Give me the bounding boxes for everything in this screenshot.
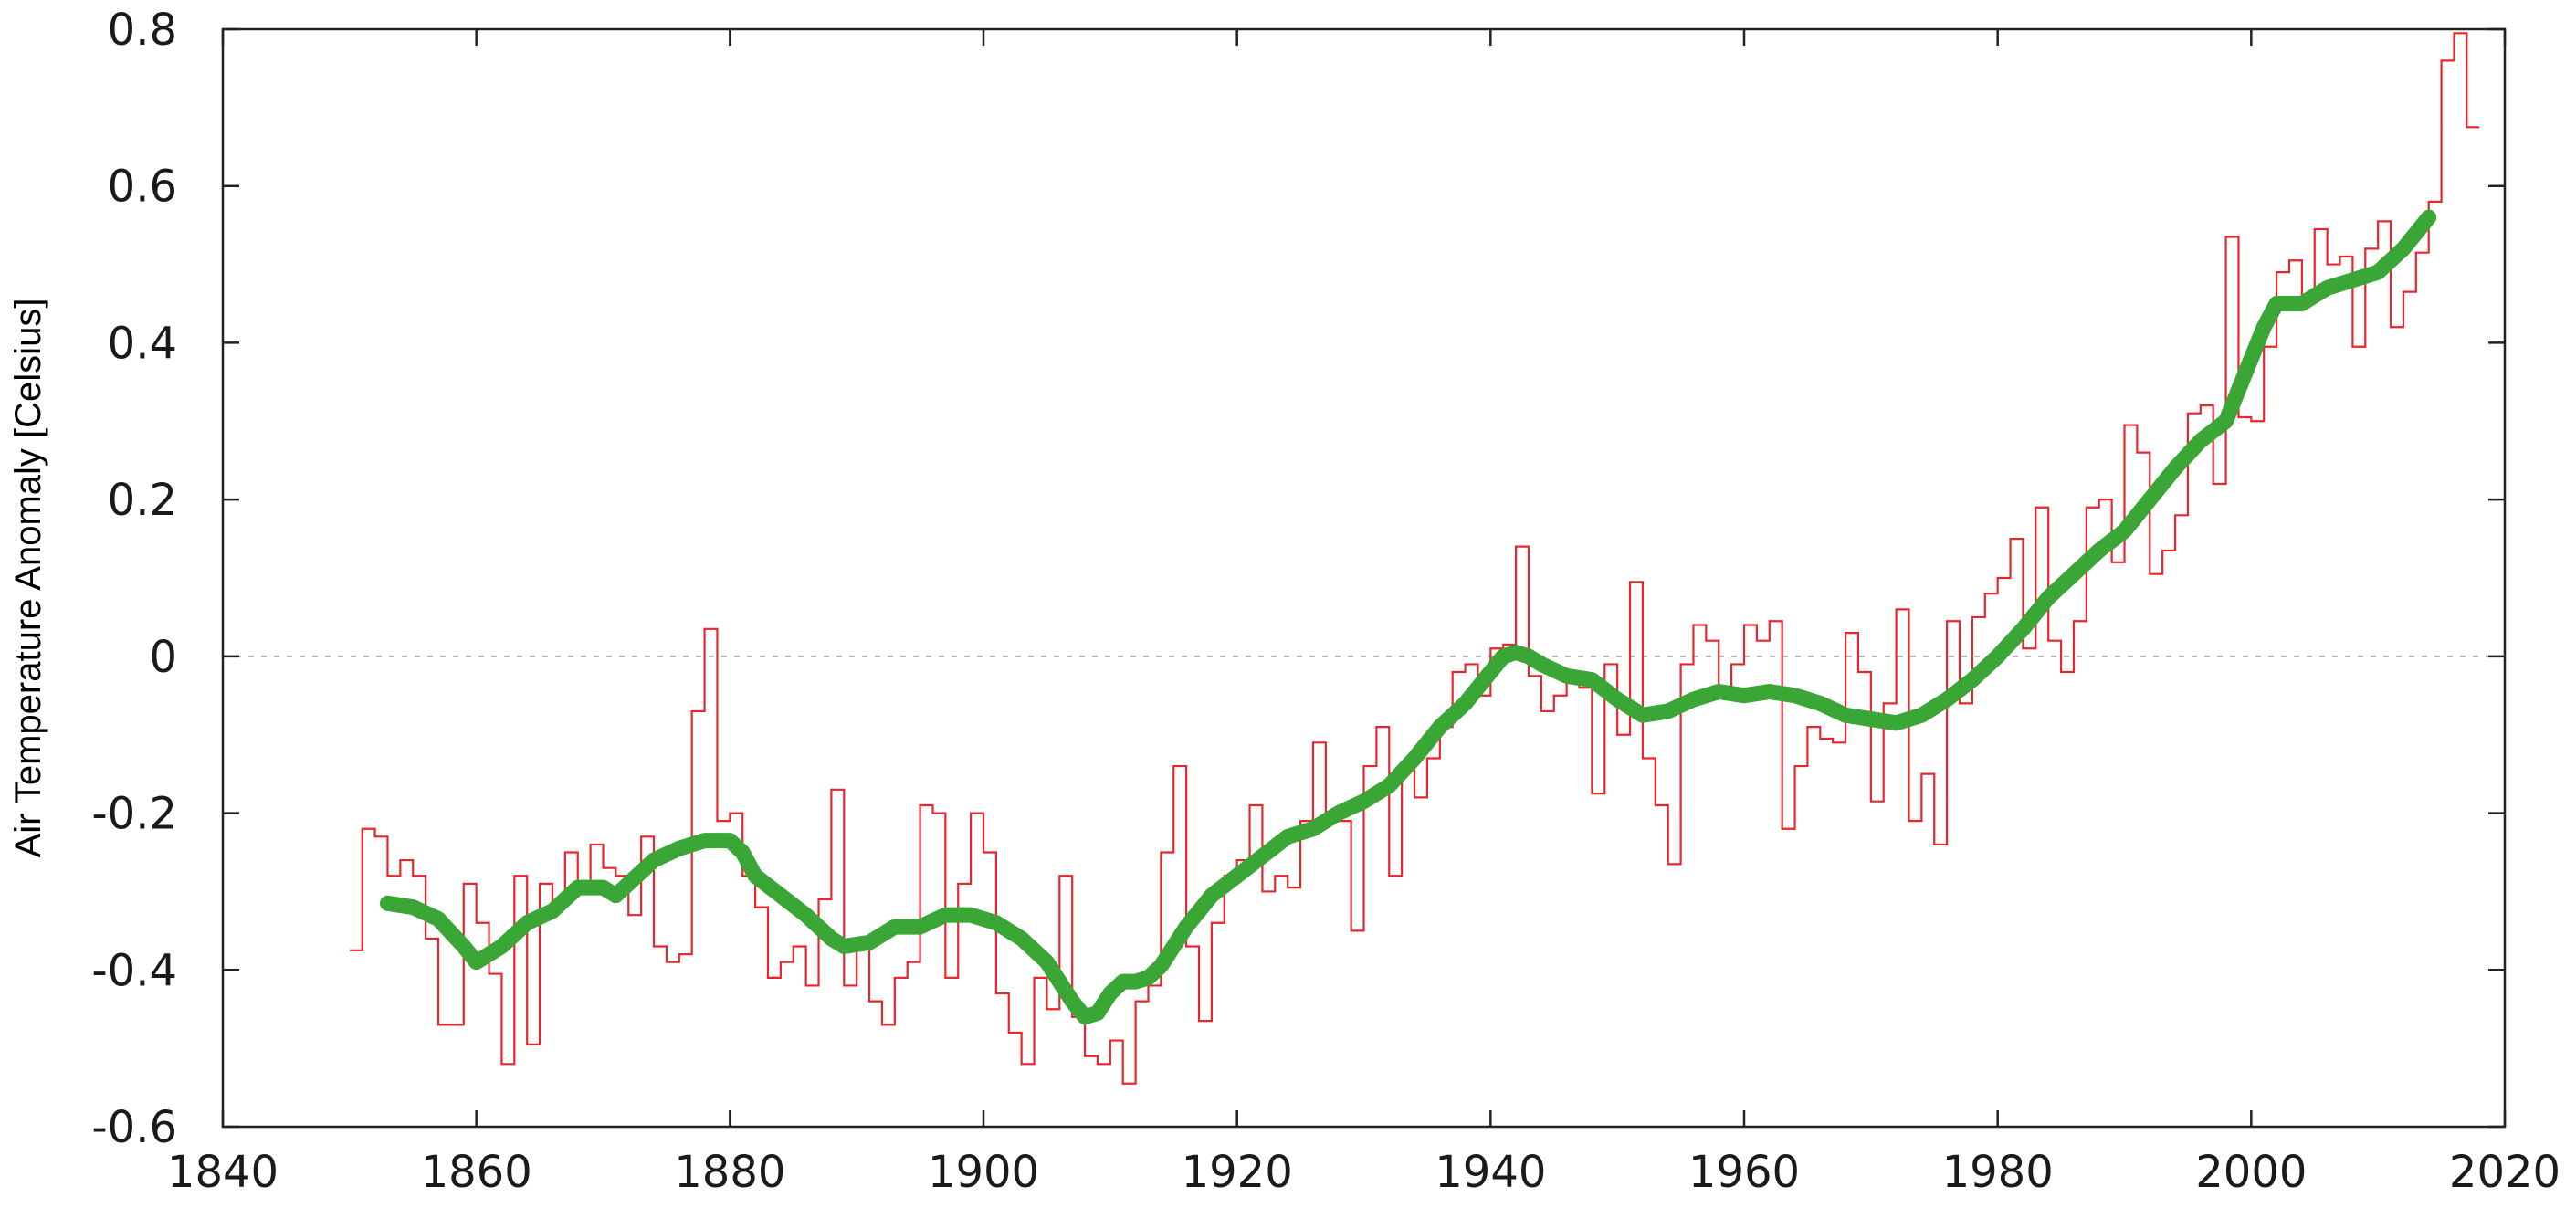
annual-anomaly-step-series — [349, 32, 2480, 1085]
y-tick-label: 0.6 — [108, 162, 177, 213]
x-tick-label: 2020 — [2449, 1147, 2560, 1198]
y-tick-label: -0.2 — [91, 789, 177, 840]
x-tick-label: 2000 — [2195, 1147, 2307, 1198]
y-tick-label: 0.2 — [108, 475, 177, 526]
x-tick-label: 1940 — [1435, 1147, 1546, 1198]
x-tick-label: 1900 — [928, 1147, 1039, 1198]
y-tick-labels: -0.6 -0.4 -0.2 0 0.2 0.4 0.6 0.8 — [91, 5, 177, 1153]
smoothed-anomaly-line — [379, 209, 2437, 1025]
y-tick-label: 0.4 — [108, 318, 177, 369]
x-tick-label: 1960 — [1688, 1147, 1800, 1198]
x-tick-label: 1980 — [1942, 1147, 2054, 1198]
tick-marks — [221, 27, 2507, 1129]
x-tick-label: 1840 — [167, 1147, 279, 1198]
y-tick-label: -0.4 — [91, 945, 177, 996]
smoothed-anomaly-series — [379, 209, 2437, 1025]
y-tick-label: 0 — [149, 632, 177, 683]
annual-anomaly-step-line — [349, 32, 2480, 1085]
x-tick-labels: 1840 1860 1880 1900 1920 1940 1960 1980 2000 2020 — [167, 1147, 2560, 1198]
x-tick-label: 1880 — [674, 1147, 785, 1198]
y-tick-label: 0.8 — [108, 5, 177, 56]
plot-frame — [221, 27, 2507, 1129]
x-tick-label: 1920 — [1182, 1147, 1293, 1198]
plot-series — [349, 32, 2480, 1085]
y-tick-label: -0.6 — [91, 1102, 177, 1153]
y-axis-title: Air Temperature Anomaly [Celsius] — [8, 299, 48, 858]
x-tick-label: 1860 — [421, 1147, 532, 1198]
